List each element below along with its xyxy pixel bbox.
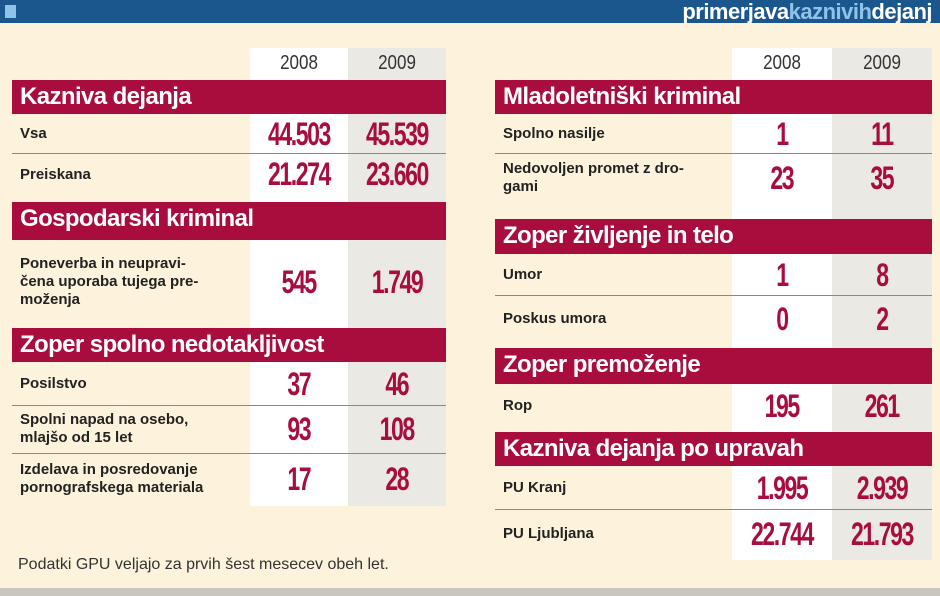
- value-2008: 17: [287, 460, 312, 497]
- row-divider: [495, 153, 932, 154]
- title-part-2: kaznivih: [788, 0, 872, 24]
- value-2009: 35: [870, 159, 895, 196]
- year-header-2008: 2008: [763, 52, 801, 74]
- year-header-2008: 2008: [280, 52, 318, 74]
- row-label: Preiskana: [20, 165, 91, 183]
- year-header-2009: 2009: [863, 52, 901, 74]
- row-label: Spolno nasilje: [503, 125, 605, 142]
- value-2009: 23.660: [366, 156, 429, 192]
- value-2008: 1: [776, 115, 789, 152]
- value-2008: 93: [287, 410, 312, 447]
- column-2008-bg: [250, 48, 348, 506]
- value-2009: 45.539: [366, 115, 429, 152]
- table-row: Vsa 44.503 45.539: [12, 116, 446, 152]
- value-2008: 195: [764, 387, 801, 424]
- value-2009: 2.939: [856, 469, 909, 506]
- value-2009: 261: [864, 387, 901, 424]
- column-2009-bg: [348, 48, 446, 506]
- table-row: Poneverba in neupravi-čena uporaba tujeg…: [12, 242, 446, 322]
- table-row: Rop 195 261: [495, 386, 932, 426]
- table-row: Posilstvo 37 46: [12, 364, 446, 404]
- value-2008: 21.274: [268, 156, 331, 192]
- section-title: Mladoletniški kriminal: [495, 80, 932, 114]
- page-title: primerjavakaznivihdejanj: [682, 0, 932, 25]
- square-icon: [5, 5, 16, 18]
- row-label: Vsa: [20, 125, 47, 142]
- row-label: Izdelava in posredovanje pornografskega m…: [20, 461, 204, 496]
- value-2008: 22.744: [751, 515, 814, 552]
- row-label: Poskus umora: [503, 310, 607, 327]
- table-row: Spolni napad na osebo, mlajšo od 15 let 93…: [12, 406, 446, 452]
- header-bar: primerjavakaznivihdejanj: [0, 0, 940, 25]
- row-label: Spolni napad na osebo, mlajšo od 15 let: [20, 411, 189, 446]
- table-row: Nedovoljen promet z dro-gami 23 35: [495, 154, 932, 202]
- section-title: Zoper spolno nedotakljivost: [12, 328, 446, 362]
- row-label: Umor: [503, 266, 543, 283]
- value-2009: 2: [876, 300, 889, 337]
- value-2009: 28: [385, 460, 410, 497]
- value-2009: 108: [379, 410, 416, 447]
- row-divider: [12, 405, 446, 406]
- row-label: Nedovoljen promet z dro-gami: [503, 160, 684, 195]
- section-title: Zoper življenje in telo: [495, 219, 932, 254]
- value-2008: 0: [776, 300, 789, 337]
- row-label: Poneverba in neupravi-čena uporaba tujeg…: [20, 255, 199, 308]
- section-title: Kazniva dejanja po upravah: [495, 432, 932, 466]
- value-2008: 1: [776, 256, 789, 293]
- value-2008: 545: [281, 263, 318, 300]
- row-divider: [495, 295, 932, 296]
- year-header-2009: 2009: [378, 52, 416, 74]
- row-label: PU Ljubljana: [503, 525, 594, 542]
- value-2009: 1.749: [371, 263, 424, 300]
- table-row: PU Kranj 1.995 2.939: [495, 468, 932, 508]
- row-label: Posilstvo: [20, 375, 87, 392]
- table-row: Poskus umora 0 2: [495, 296, 932, 342]
- column-2009-bg: [832, 48, 932, 560]
- row-divider: [495, 509, 932, 510]
- value-2008: 23: [770, 159, 795, 196]
- value-2009: 8: [876, 256, 889, 293]
- section-title: Zoper premoženje: [495, 348, 932, 384]
- table-row: Spolno nasilje 1 11: [495, 116, 932, 152]
- value-2009: 46: [385, 365, 410, 402]
- table-row: Izdelava in posredovanje pornografskega m…: [12, 454, 446, 504]
- table-row: PU Ljubljana 22.744 21.793: [495, 510, 932, 558]
- value-2009: 21.793: [851, 515, 914, 552]
- row-label: Rop: [503, 397, 533, 414]
- title-part-3: dejanj: [871, 0, 932, 24]
- bottom-strip: [0, 588, 940, 596]
- value-2008: 37: [287, 365, 312, 402]
- section-title: Gospodarski kriminal: [12, 202, 446, 240]
- title-part-1: primerjava: [682, 0, 789, 24]
- value-2009: 11: [871, 115, 894, 152]
- column-2008-bg: [732, 48, 832, 560]
- section-title: Kazniva dejanja: [12, 80, 446, 114]
- value-2008: 1.995: [756, 469, 809, 506]
- row-divider: [12, 153, 446, 154]
- table-row: Umor 1 8: [495, 256, 932, 294]
- row-label: PU Kranj: [503, 479, 567, 496]
- row-divider: [12, 453, 446, 454]
- value-2008: 44.503: [268, 115, 331, 152]
- table-row: Preiskana 21.274 23.660: [12, 154, 446, 195]
- footnote: Podatki GPU veljajo za prvih šest mesece…: [18, 556, 389, 573]
